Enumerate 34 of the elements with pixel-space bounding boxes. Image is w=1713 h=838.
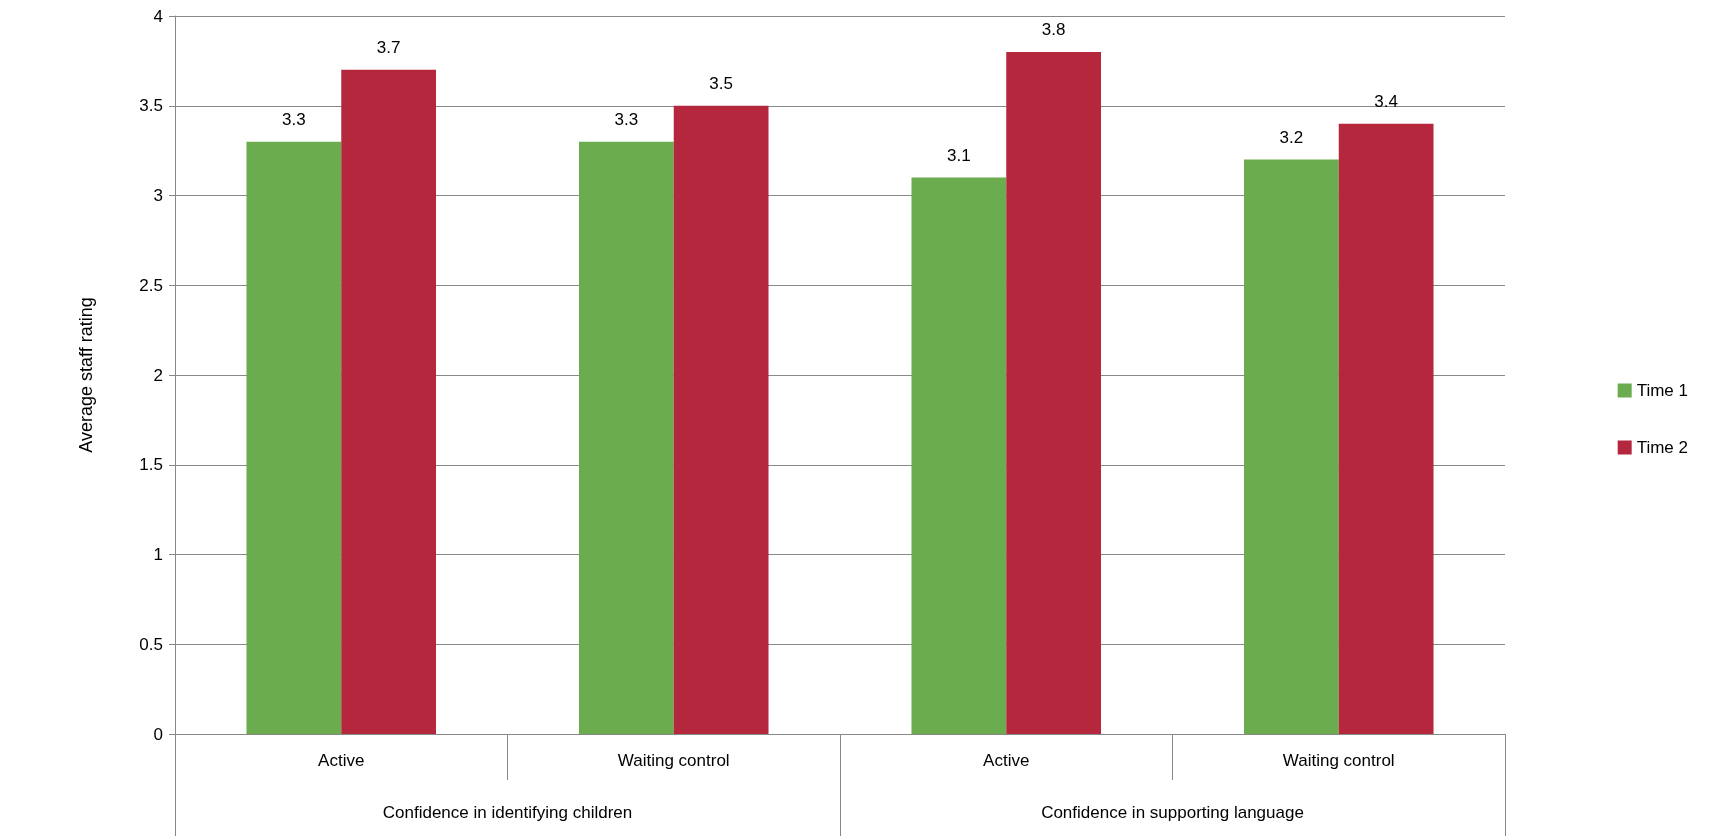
data-label: 3.2: [1279, 127, 1304, 147]
y-tick-label: 0: [153, 724, 163, 744]
legend-label: Time 1: [1636, 381, 1688, 400]
bar: [246, 141, 342, 734]
data-label: 3.1: [947, 145, 971, 165]
bar: [341, 69, 437, 734]
data-label: 3.7: [376, 37, 401, 57]
x-tick-label: Active: [318, 751, 365, 770]
data-label: 3.3: [282, 109, 306, 129]
x-tick-label: Waiting control: [1282, 751, 1395, 770]
x-tick-label: Active: [983, 751, 1030, 770]
y-tick-label: 1.5: [139, 455, 163, 475]
bar: [1006, 51, 1102, 734]
y-tick-label: 4: [153, 6, 163, 26]
x-tick-label: Waiting control: [617, 751, 730, 770]
text: Confidence in identifying children: [382, 803, 633, 822]
y-tick-label: 0.5: [139, 634, 163, 654]
bar: [911, 177, 1007, 734]
data-label: 3.4: [1374, 91, 1398, 111]
data-label: 3.3: [614, 109, 639, 129]
data-label: 3.5: [709, 73, 733, 93]
bar: [578, 141, 674, 734]
bar: [673, 105, 769, 734]
y-tick-label: 1: [153, 545, 163, 564]
text: Confidence in supporting language: [1041, 803, 1304, 822]
y-tick-label: 3.5: [139, 96, 163, 116]
y-axis-title: Average staff rating: [76, 297, 96, 453]
data-label: 3.8: [1041, 19, 1066, 39]
y-tick-label: 3: [153, 186, 163, 205]
bar: [1243, 159, 1339, 734]
bar: [1338, 123, 1434, 734]
legend-label: Time 2: [1636, 438, 1688, 457]
y-tick-label: 2.5: [139, 275, 163, 295]
y-tick-label: 2: [153, 365, 163, 385]
